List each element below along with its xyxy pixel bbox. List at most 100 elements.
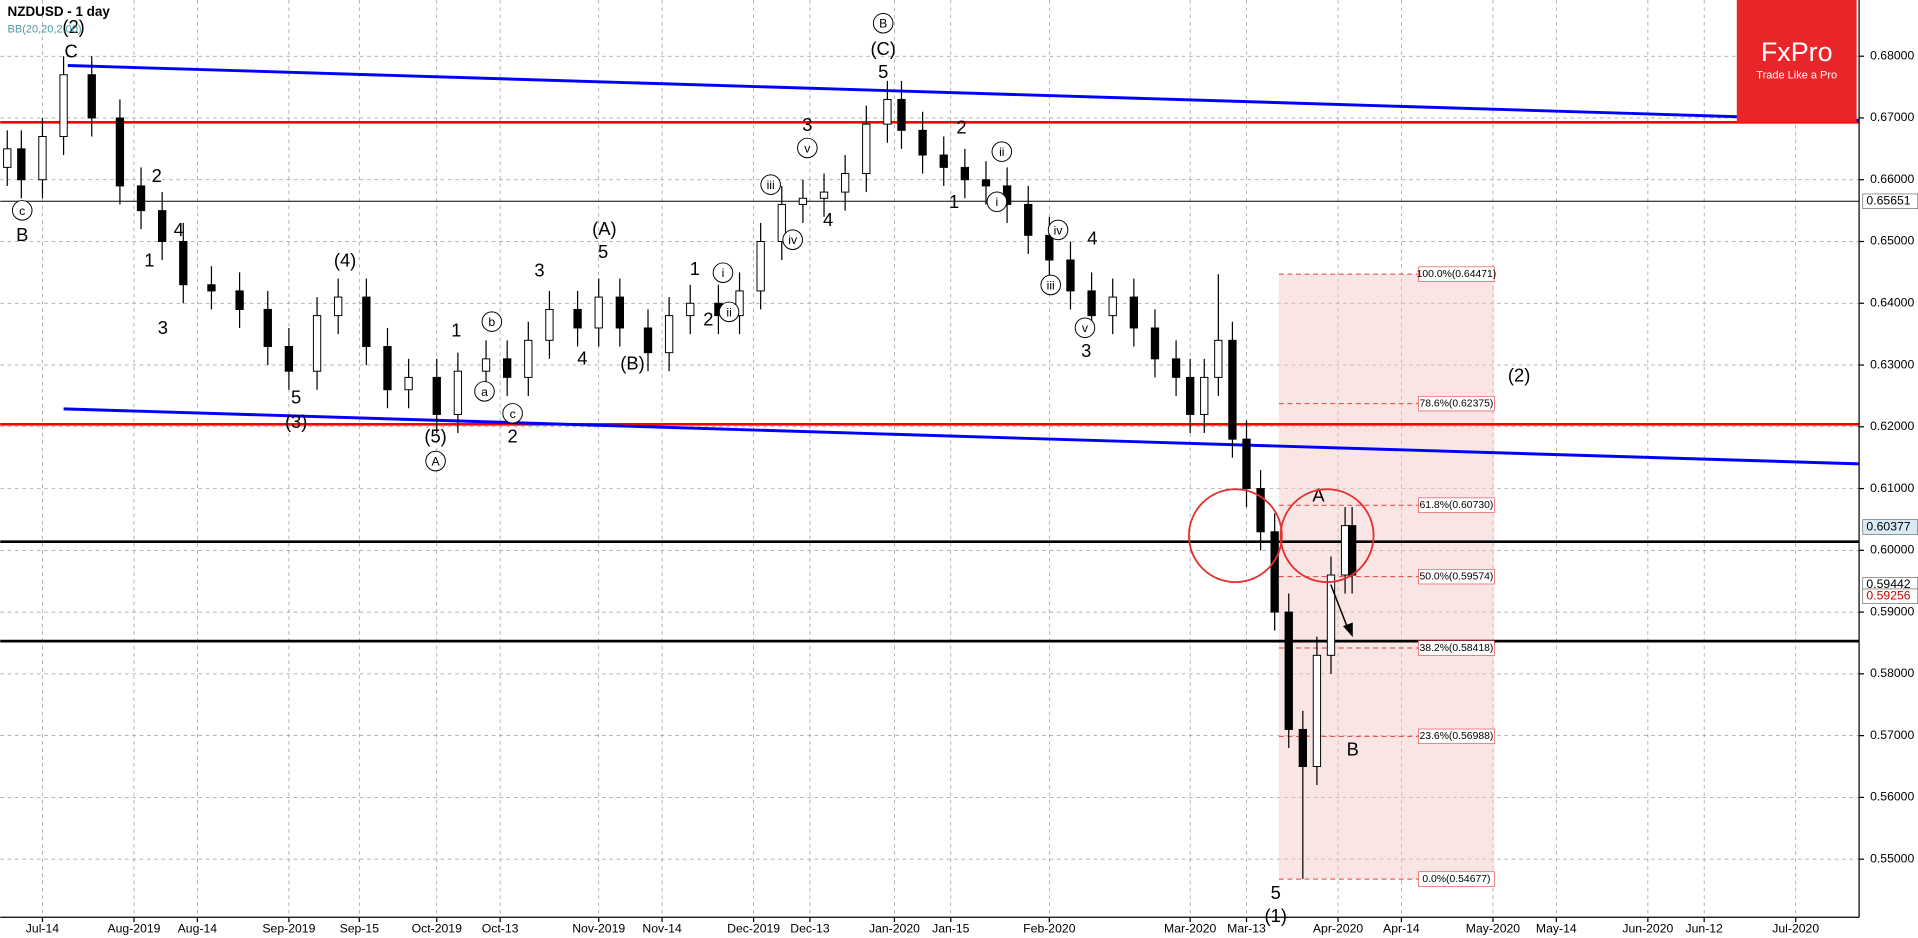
wave-circle	[991, 141, 1013, 162]
wave-circle	[1040, 274, 1061, 296]
wave-circle	[1074, 317, 1096, 339]
logo-brand: FxPro	[1761, 37, 1833, 67]
candle-body	[615, 296, 624, 329]
logo-slogan: Trade Like a Pro	[1756, 70, 1837, 82]
candle-body	[1340, 525, 1350, 576]
candle-body	[1045, 234, 1054, 261]
x-tick-label: Oct-2019	[412, 922, 462, 936]
wave-label: 1	[690, 258, 700, 279]
candle-body	[207, 284, 216, 292]
x-tick-label: Jul-2020	[1772, 922, 1819, 936]
wave-label: B	[879, 17, 887, 31]
candle-body	[312, 315, 322, 372]
candle-body	[87, 74, 96, 119]
wave-label: 5	[878, 61, 888, 82]
y-tick-label: 0.62000	[1870, 419, 1914, 433]
candle-body	[404, 376, 413, 391]
indicator-label: BB(20,20,2.00)	[8, 23, 82, 35]
wave-label: A	[432, 455, 441, 469]
wave-label: 4	[823, 209, 833, 230]
wave-circle	[797, 137, 818, 159]
wave-circle	[718, 301, 740, 323]
candle-body	[594, 296, 603, 329]
candle-body	[481, 358, 491, 372]
candle-body	[960, 166, 970, 181]
fib-label-box	[1418, 728, 1495, 745]
wave-label: v	[1082, 321, 1089, 335]
candle-body	[686, 302, 695, 317]
candle-body	[1171, 358, 1181, 378]
wave-label: (1)	[1265, 905, 1287, 926]
candle-body	[38, 136, 47, 181]
wave-label: A	[1312, 484, 1325, 505]
x-tick-label: Sep-2019	[262, 922, 315, 936]
candle-body	[383, 346, 392, 391]
y-tick-label: 0.65000	[1870, 234, 1914, 248]
candle-body	[664, 315, 674, 354]
wave-label: iii	[767, 178, 775, 192]
fib-label-box	[1418, 568, 1495, 585]
wave-label: iii	[1047, 278, 1055, 292]
x-tick-label: Jul-14	[26, 922, 59, 936]
candle-body	[115, 117, 125, 187]
wave-label: 2	[956, 116, 966, 137]
highlight-circle	[1279, 488, 1375, 584]
y-tick-label: 0.60000	[1870, 543, 1914, 557]
x-tick-label: Nov-14	[642, 922, 682, 936]
candle-body	[1284, 611, 1293, 730]
wave-label: 4	[1087, 228, 1097, 249]
candle-body	[235, 290, 244, 310]
wave-label: c	[510, 407, 516, 421]
wave-label: i	[722, 266, 725, 280]
x-tick-label: Jun-2020	[1622, 922, 1673, 936]
wave-label: iv	[1054, 223, 1064, 237]
fib-label-box	[1418, 497, 1495, 513]
wave-label: 4	[577, 347, 587, 368]
fib-label: 0.0%(0.54677)	[1422, 874, 1490, 885]
y-tick-label: 0.66000	[1870, 172, 1914, 186]
candle-body	[59, 74, 68, 137]
candle-body	[1214, 339, 1223, 378]
x-tick-label: May-2020	[1466, 922, 1521, 936]
fib-label-box	[1418, 640, 1495, 656]
candle-body	[1228, 339, 1237, 440]
wave-label: (3)	[285, 411, 307, 432]
candle-body	[756, 241, 765, 292]
candle-body	[1108, 296, 1117, 317]
candle-body	[1312, 654, 1322, 767]
wave-label: 2	[152, 165, 162, 186]
y-tick-label: 0.68000	[1870, 48, 1914, 62]
fib-label: 100.0%(0.64471)	[1417, 269, 1497, 280]
candle-body	[453, 370, 463, 415]
wave-circle	[872, 12, 894, 34]
candle-body	[362, 296, 371, 347]
wave-label: 1	[144, 250, 154, 271]
fib-label: 50.0%(0.59574)	[1420, 571, 1494, 582]
wave-label: 3	[158, 317, 168, 338]
candle-body	[334, 296, 343, 317]
candle-body	[432, 376, 441, 415]
fib-label-box	[1418, 871, 1495, 887]
wave-label: 1	[949, 191, 959, 212]
wave-label: 2	[508, 426, 518, 447]
wave-circle	[11, 200, 33, 221]
wave-label: B	[16, 224, 28, 245]
candle-body	[1024, 203, 1033, 236]
x-tick-label: Mar-2020	[1164, 922, 1216, 936]
candle-body	[939, 154, 948, 168]
wave-label: ii	[726, 305, 731, 319]
wave-label: (C)	[870, 38, 895, 59]
candle-body	[1129, 296, 1139, 329]
candle-body	[284, 346, 294, 372]
arrow-head	[1343, 622, 1353, 638]
wave-label: 2	[703, 308, 713, 329]
wave-circle	[712, 262, 734, 283]
candle-body	[1242, 438, 1251, 490]
x-tick-label: Apr-14	[1383, 922, 1420, 936]
candle-body	[883, 98, 892, 125]
price-marker-label: 0.60377	[1866, 519, 1910, 533]
y-tick-label: 0.58000	[1870, 666, 1914, 680]
candle-body	[1298, 728, 1307, 767]
x-tick-label: May-14	[1536, 922, 1577, 936]
